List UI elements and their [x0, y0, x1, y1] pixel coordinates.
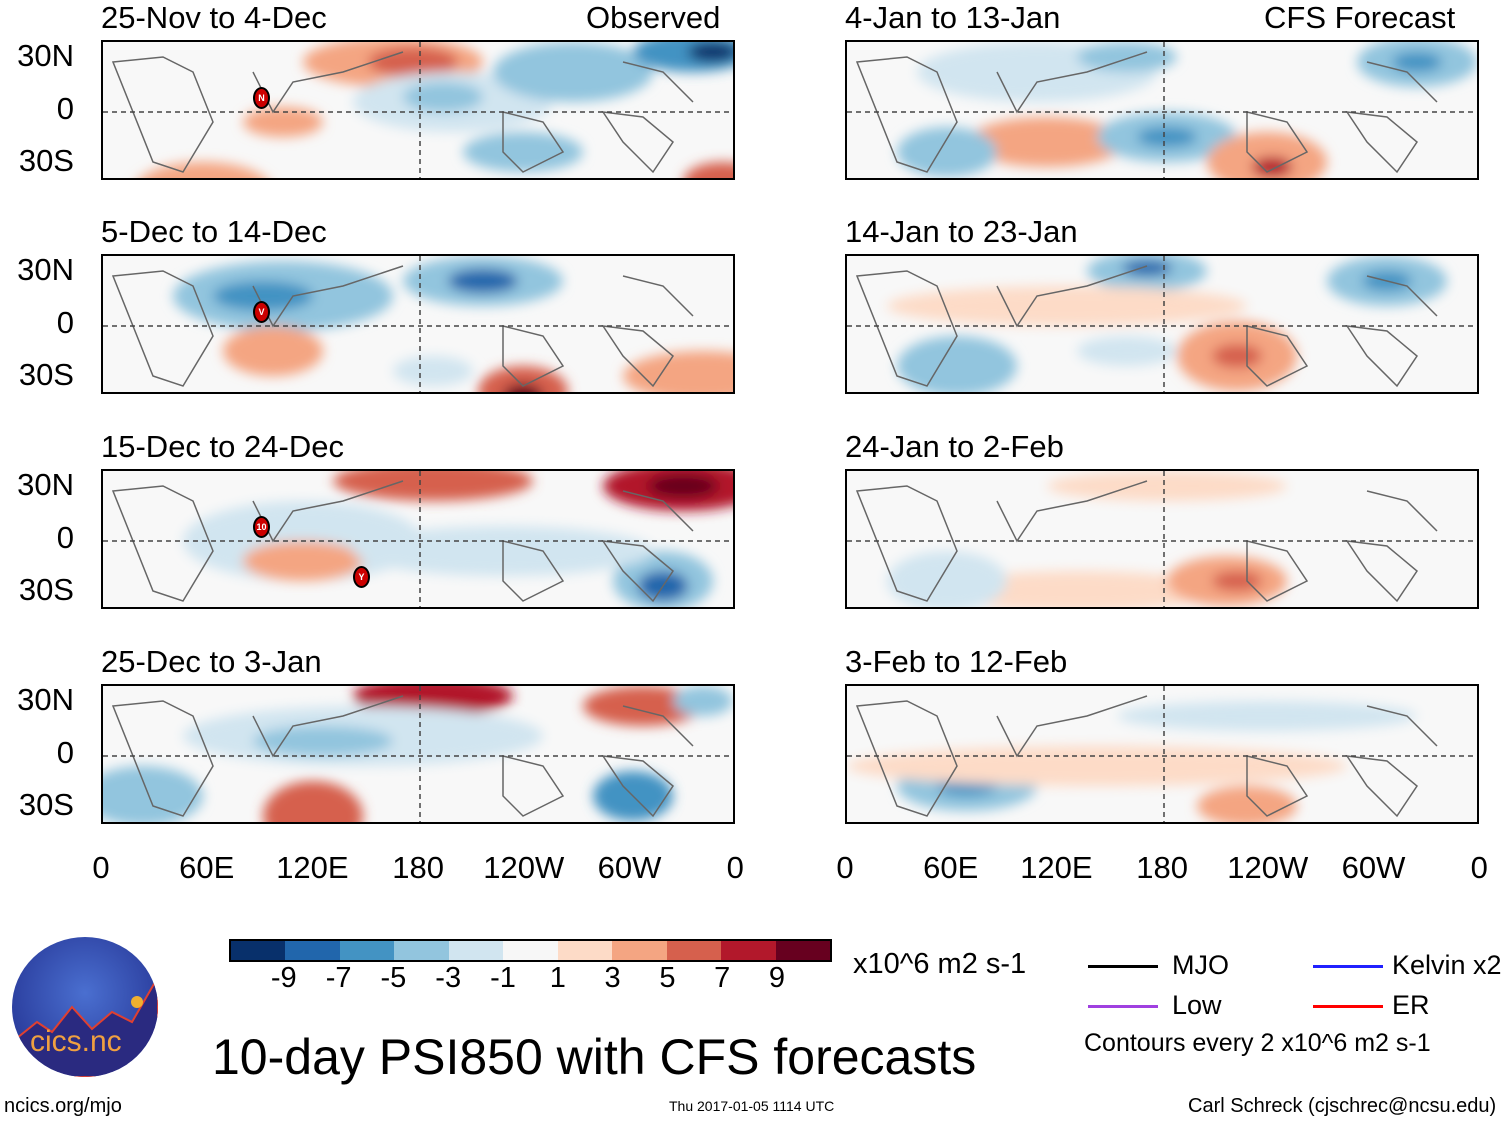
panel-title: 25-Nov to 4-Dec: [101, 0, 327, 35]
map-panel: [101, 684, 735, 824]
colorbar-label: 5: [659, 962, 676, 994]
legend-er: ER: [1392, 990, 1430, 1020]
map-panel: [845, 254, 1479, 394]
y-tick-label: 30S: [18, 572, 74, 607]
y-tick-label: 0: [56, 735, 74, 770]
colorbar-swatch: [503, 941, 558, 960]
figure-title: 10-day PSI850 with CFS forecasts: [212, 1029, 977, 1085]
panel-title: 25-Dec to 3-Jan: [101, 644, 322, 679]
legend-line-mjo: [1088, 965, 1158, 968]
colorbar-label: 1: [549, 962, 566, 994]
colorbar-swatch: [339, 941, 395, 960]
map-panel: 10 Y: [101, 469, 735, 609]
colorbar-swatch: [721, 941, 776, 960]
x-tick-label: 60E: [179, 850, 235, 885]
x-tick-label: 180: [1136, 850, 1188, 885]
panel-title: 14-Jan to 23-Jan: [845, 214, 1078, 249]
storm-marker: Y: [353, 566, 370, 588]
colorbar-label: 3: [604, 962, 621, 994]
footer-timestamp: Thu 2017-01-05 1114 UTC: [669, 1098, 835, 1114]
x-tick-label: 60E: [923, 850, 979, 885]
y-tick-label: 30N: [17, 38, 74, 73]
colorbar-swatch: [612, 941, 667, 960]
map-panel: V: [101, 254, 735, 394]
x-tick-label: 0: [726, 850, 744, 885]
storm-marker: N: [253, 87, 270, 109]
y-tick-label: 0: [56, 305, 74, 340]
colorbar-label: -9: [270, 962, 297, 994]
footer-url[interactable]: ncics.org/mjo: [4, 1095, 122, 1117]
legend-low: Low: [1172, 990, 1222, 1020]
colorbar-label: -3: [435, 962, 462, 994]
colorbar-label: -5: [380, 962, 407, 994]
colorbar-swatch: [448, 941, 504, 960]
y-tick-label: 30N: [17, 467, 74, 502]
x-tick-label: 180: [392, 850, 444, 885]
map-panel: [845, 684, 1479, 824]
logo-text: cics.nc: [30, 1025, 122, 1058]
cics-logo: cics.nc: [12, 937, 158, 1077]
x-tick-label: 60W: [1341, 850, 1406, 885]
map-panel: [845, 469, 1479, 609]
map-panel: [845, 40, 1479, 180]
colorbar-swatch: [231, 941, 286, 960]
footer-author: Carl Schreck (cjschrec@ncsu.edu): [1188, 1095, 1497, 1117]
colorbar-label: -7: [325, 962, 352, 994]
colorbar-swatch: [557, 941, 613, 960]
colorbar-label: 9: [768, 962, 786, 994]
colorbar-label: -1: [490, 962, 516, 994]
contour-note: Contours every 2 x10^6 m2 s-1: [1084, 1029, 1431, 1057]
legend-line-low: [1088, 1005, 1158, 1008]
panel-title: 3-Feb to 12-Feb: [845, 644, 1068, 679]
x-tick-label: 120E: [276, 850, 349, 885]
colorbar-units: x10^6 m2 s-1: [853, 948, 1027, 980]
panel-title: 24-Jan to 2-Feb: [845, 429, 1064, 464]
observed-header: Observed: [586, 0, 721, 35]
logo-mountains-icon: [12, 975, 158, 1077]
map-panel: N: [101, 40, 735, 180]
storm-marker: 10: [253, 516, 270, 538]
y-tick-label: 30N: [17, 682, 74, 717]
legend-line-kelvin: [1313, 965, 1383, 968]
y-tick-label: 30S: [18, 787, 74, 822]
storm-marker: V: [253, 301, 270, 323]
x-tick-label: 120W: [483, 850, 565, 885]
panel-title: 15-Dec to 24-Dec: [101, 429, 344, 464]
panel-title: 4-Jan to 13-Jan: [845, 0, 1061, 35]
y-tick-label: 30S: [18, 357, 74, 392]
x-tick-label: 120W: [1227, 850, 1309, 885]
forecast-header: CFS Forecast: [1264, 0, 1456, 35]
x-tick-label: 0: [92, 850, 110, 885]
legend-mjo: MJO: [1172, 950, 1229, 980]
x-tick-label: 0: [836, 850, 854, 885]
colorbar-label: 7: [714, 962, 731, 994]
colorbar-swatch: [666, 941, 722, 960]
y-tick-label: 30S: [18, 143, 74, 178]
y-tick-label: 0: [56, 520, 74, 555]
legend-line-er: [1313, 1005, 1383, 1008]
colorbar-swatch: [394, 941, 449, 960]
x-tick-label: 0: [1470, 850, 1488, 885]
y-tick-label: 0: [56, 91, 74, 126]
legend-kelvin: Kelvin x2: [1392, 950, 1502, 980]
y-tick-label: 30N: [17, 252, 74, 287]
colorbar-swatch: [775, 941, 830, 960]
colorbar-swatch: [285, 941, 340, 960]
colorbar: [229, 939, 832, 962]
x-tick-label: 60W: [597, 850, 662, 885]
panel-title: 5-Dec to 14-Dec: [101, 214, 327, 249]
x-tick-label: 120E: [1020, 850, 1093, 885]
